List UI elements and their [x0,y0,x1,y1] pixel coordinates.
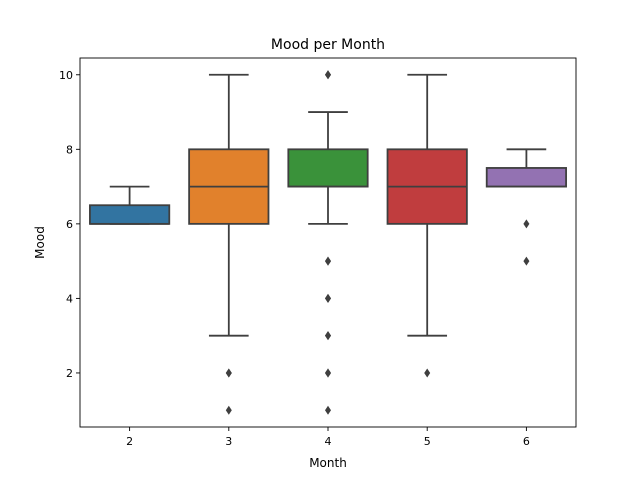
box-iqr [89,204,171,225]
outlier-point [325,368,331,378]
x-tick-label: 2 [126,435,133,448]
y-tick-label: 8 [66,143,73,156]
x-axis-label: Month [309,456,347,470]
outlier-point [424,368,431,378]
box-group-6 [485,148,567,266]
box-group-2 [89,185,171,225]
outlier-point [325,405,331,415]
x-tick-label: 3 [225,435,232,448]
box-group-4 [287,70,369,415]
outlier-point [225,405,232,415]
x-tick-label: 4 [325,435,332,448]
y-tick-label: 10 [59,69,73,82]
y-tick-label: 2 [66,367,73,380]
outlier-point [325,70,331,80]
outlier-point [325,293,331,303]
outlier-point [523,256,530,266]
box-iqr [287,148,369,188]
outlier-point [325,331,331,341]
x-tick-label: 6 [523,435,530,448]
y-tick-label: 4 [66,292,73,305]
y-axis-label: Mood [33,226,47,259]
chart-title: Mood per Month [271,37,385,53]
box-iqr [485,167,567,188]
x-tick-label: 5 [424,435,431,448]
axes: 2 3 4 5 6 2 4 6 8 10 [59,69,530,448]
outlier-point [523,219,530,229]
box-group-3 [188,73,270,415]
outlier-point [325,256,331,266]
y-tick-label: 6 [66,218,73,231]
plot-area [89,70,567,415]
box-group-5 [386,73,468,378]
outlier-point [225,368,232,378]
